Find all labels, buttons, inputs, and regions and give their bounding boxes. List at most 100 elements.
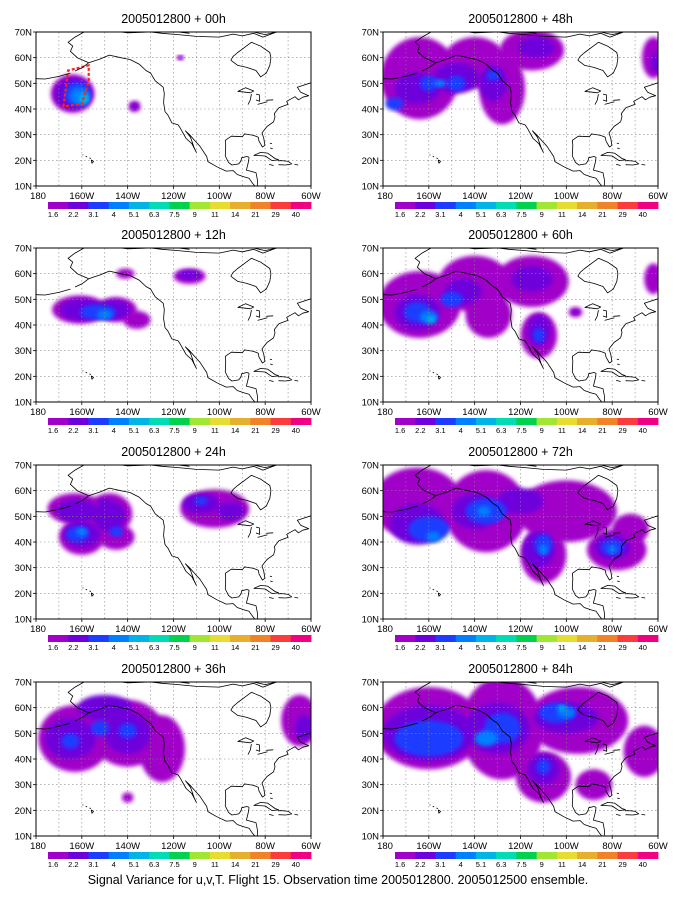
colorbar-label: 1.6 (395, 860, 405, 869)
map-panel-3: 2005012800 + 36h 10N 20N 30N 40N 50N 60N 70N 180… (15, 662, 321, 869)
lon-tick-label: 160W (69, 191, 94, 202)
lon-tick-label: 160W (69, 624, 94, 635)
lat-tick-label: 40N (15, 105, 33, 116)
colorbar-label: 21 (598, 426, 606, 435)
colorbar-label: 29 (271, 210, 279, 219)
colorbar-label: 9 (540, 860, 544, 869)
colorbar: 1.6 2.2 3.1 4 5.1 6.3 7.5 9 11 14 21 29 40 (48, 635, 312, 652)
lon-tick-label: 60W (648, 191, 668, 202)
lon-tick-label: 80W (602, 407, 622, 418)
lon-tick-label: 160W (69, 841, 94, 852)
colorbar-swatch (108, 202, 130, 209)
variance-blob (623, 725, 658, 777)
variance-blob (427, 316, 436, 323)
colorbar-swatch (149, 635, 170, 642)
colorbar-label: 29 (271, 860, 279, 869)
lon-tick-label: 120W (161, 624, 186, 635)
colorbar-label: 4 (459, 643, 463, 652)
colorbar-label: 1.6 (395, 426, 405, 435)
colorbar: 1.6 2.2 3.1 4 5.1 6.3 7.5 9 11 14 21 29 40 (48, 418, 312, 435)
coastlines (36, 248, 311, 402)
colorbar-swatch (149, 202, 170, 209)
colorbar-swatch (230, 852, 251, 859)
map-panel-5: 2005012800 + 60h 10N 20N 30N 40N 50N 60N 70N 180… (362, 228, 668, 435)
lon-tick-label: 180 (30, 624, 46, 635)
panel-title: 2005012800 + 72h (468, 445, 573, 459)
lat-tick-label: 60N (15, 269, 33, 280)
colorbar-swatch (169, 418, 191, 425)
colorbar-label: 5.1 (476, 210, 486, 219)
colorbar-swatch (88, 418, 110, 425)
colorbar-label: 9 (540, 210, 544, 219)
colorbar-swatch (169, 202, 191, 209)
colorbar-label: 11 (558, 860, 566, 869)
lon-tick-label: 140W (462, 841, 487, 852)
lon-tick-label: 140W (462, 624, 487, 635)
variance-field (383, 32, 658, 125)
colorbar-swatch (128, 202, 150, 209)
lat-tick-label: 50N (15, 295, 33, 306)
lon-tick-label: 160W (69, 407, 94, 418)
lat-tick-label: 60N (362, 53, 380, 64)
lon-tick-label: 60W (301, 841, 321, 852)
lat-tick-label: 40N (362, 538, 380, 549)
colorbar-label: 7.5 (169, 426, 179, 435)
variance-blob (518, 37, 555, 58)
colorbar-swatch (88, 852, 110, 859)
colorbar-label: 40 (639, 860, 647, 869)
lon-tick-label: 60W (648, 624, 668, 635)
lat-tick-label: 40N (15, 755, 33, 766)
lat-tick-label: 60N (362, 703, 380, 714)
colorbar-label: 6.3 (496, 426, 506, 435)
lat-tick-label: 70N (362, 461, 380, 472)
colorbar-swatch (597, 202, 618, 209)
panel-title: 2005012800 + 60h (468, 228, 573, 242)
colorbar-label: 7.5 (169, 210, 179, 219)
variance-blob (97, 498, 112, 509)
colorbar-label: 2.2 (415, 210, 425, 219)
lat-tick-label: 50N (15, 512, 33, 523)
lon-tick-label: 140W (115, 191, 140, 202)
lon-tick-label: 100W (207, 624, 232, 635)
colorbar-swatch (597, 418, 618, 425)
colorbar-swatch (48, 852, 69, 859)
colorbar-label: 11 (211, 210, 219, 219)
panel-title: 2005012800 + 12h (121, 228, 226, 242)
colorbar-label: 7.5 (516, 426, 526, 435)
lat-tick-label: 70N (362, 678, 380, 689)
colorbar-label: 2.2 (415, 860, 425, 869)
colorbar-label: 21 (598, 643, 606, 652)
colorbar-swatch (108, 635, 130, 642)
lon-tick-label: 80W (255, 624, 275, 635)
variance-blob (56, 499, 98, 523)
colorbar-swatch (496, 852, 517, 859)
lon-tick-label: 80W (602, 624, 622, 635)
lat-tick-label: 50N (15, 729, 33, 740)
colorbar-swatch (88, 202, 110, 209)
lat-tick-label: 40N (362, 105, 380, 116)
lat-tick-label: 30N (362, 346, 380, 357)
colorbar-label: 29 (618, 860, 626, 869)
panel-title: 2005012800 + 84h (468, 662, 573, 676)
colorbar-swatch (577, 852, 598, 859)
lat-tick-label: 60N (15, 53, 33, 64)
colorbar-swatch (496, 202, 517, 209)
variance-blob (474, 730, 498, 747)
colorbar-swatch (637, 202, 659, 209)
colorbar-swatch (149, 418, 170, 425)
lat-tick-label: 70N (15, 244, 33, 255)
variance-field (383, 467, 649, 584)
colorbar-label: 5.1 (476, 426, 486, 435)
colorbar: 1.6 2.2 3.1 4 5.1 6.3 7.5 9 11 14 21 29 40 (395, 418, 659, 435)
colorbar-label: 2.2 (415, 643, 425, 652)
variance-blob (486, 70, 500, 81)
colorbar-swatch (189, 418, 211, 425)
colorbar-swatch (68, 418, 89, 425)
lon-tick-label: 80W (602, 191, 622, 202)
flight-track (62, 63, 90, 108)
colorbar-swatch (455, 635, 477, 642)
lon-tick-label: 80W (602, 841, 622, 852)
variance-blob (644, 263, 658, 295)
colorbar-label: 11 (211, 426, 219, 435)
